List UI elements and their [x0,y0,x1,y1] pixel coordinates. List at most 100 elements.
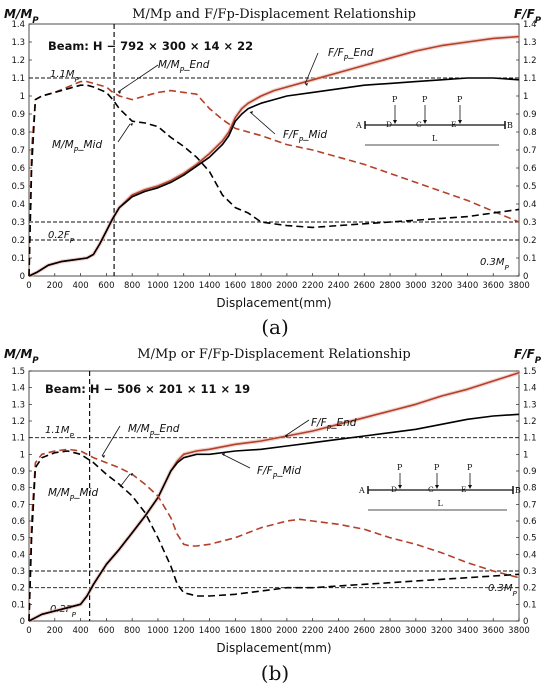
series-line-m-m-p-end [28,448,520,622]
chart-panel-0: M/Mp and F/Fp-Displacement Relationship M… [4,7,542,339]
y-tick-label-right: 0.4 [523,550,537,560]
y-tick-label-left: 1.1 [11,74,25,84]
load-label: P [397,463,403,472]
inset-point-label: B [507,121,513,130]
load-arrowhead-icon [393,120,397,124]
label-part: M/M [128,423,150,435]
series-line-m-m-p-mid [28,84,520,277]
y-tick-label-right: 1 [523,92,528,102]
reference-line-label: 1.1MP [45,425,75,440]
y-tick-label-right: 0.4 [523,200,537,210]
y-tick-label-left: 0.3 [11,567,25,577]
y-tick-label-left: 0.7 [11,500,25,510]
y-tick-label-right: 0.8 [523,484,537,494]
x-tick-label: 3200 [431,281,453,291]
y-tick-label-right: 0 [523,617,528,627]
y-tick-label-left: 0.2 [11,584,25,594]
y-tick-label-left: 0 [20,617,25,627]
label-part: _End [153,423,180,435]
y-tick-label-left: 1.3 [11,38,25,48]
y-tick-label-right: 0.6 [523,164,537,174]
x-tick-label: 1000 [147,281,169,291]
x-tick-label: 600 [98,626,114,636]
label-part: P [180,66,185,75]
x-tick-label: 3600 [482,626,504,636]
y-tick-label-right: 1.1 [523,74,537,84]
beam-section-label: Beam: H − 506 × 201 × 11 × 19 [45,382,250,396]
label-part: _End [330,417,357,429]
inset-point-label: C [416,120,422,129]
label-part: 1.1M [45,425,70,436]
y-tick-label-right: 0.9 [523,110,537,120]
y-tick-label-left: 1.2 [11,56,25,66]
y-tick-label-left: 1.4 [11,20,25,30]
x-tick-label: 400 [72,281,88,291]
inset-point-label: A [358,486,365,495]
label-part: P [70,494,75,503]
label-part: M/M [4,7,32,21]
x-tick-label: 0 [26,626,31,636]
annotation-arrow-icon [118,91,121,94]
y-tick-label-right: 0.2 [523,236,537,246]
label-part: _End [183,59,210,71]
y-tick-label-left: 0.3 [11,218,25,228]
beam-inset-diagram: A B P D P C P E L [355,95,513,146]
y-tick-label-left: 1.5 [11,367,25,377]
beam-inset-diagram: A B P D P C P E L [358,463,521,511]
series-annotation: M/MP_End [158,59,210,75]
label-part: 0.3M [488,583,513,594]
label-part: P [327,424,332,433]
label-part: 0.2F [48,230,70,241]
label-part: 0.3M [480,257,505,268]
label-part: _Mid [302,129,327,141]
label-part: P [75,75,80,84]
annotation-leader [304,52,319,85]
x-tick-label: 2000 [276,281,298,291]
label-part: P [535,16,542,26]
x-tick-label: 2200 [302,626,324,636]
label-part: M/M [52,139,74,151]
label-part: _Mid [276,465,301,477]
panel-label: (a) [261,315,289,339]
annotation-leader [284,419,310,437]
y-tick-label-right: 0.5 [523,534,537,544]
y-axis-left-label: M/MP [4,347,39,366]
y-tick-label-left: 0.1 [11,600,25,610]
y-tick-label-right: 0.3 [523,567,537,577]
chart-panel-1: M/Mp or F/Fp-Displacement Relationship M/… [4,347,542,685]
plot-area-frame [28,370,520,622]
reference-line-label: 0.2FP [48,230,75,245]
x-tick-label: 3400 [457,281,479,291]
label-part: M/M [48,487,70,499]
inset-point-label: D [386,120,392,129]
y-tick-label-left: 0.4 [11,550,25,560]
label-part: 1.1M [50,69,75,80]
label-part: P [150,430,155,439]
x-tick-label: 2000 [276,626,298,636]
load-arrowhead-icon [398,485,402,489]
x-tick-label: 1400 [199,281,221,291]
series-annotation: M/MP_End [128,423,180,439]
load-arrowhead-icon [423,120,427,124]
x-tick-label: 1800 [250,626,272,636]
y-tick-label-right: 1.3 [523,38,537,48]
label-part: M/M [158,59,180,71]
x-tick-label: 2800 [379,626,401,636]
load-arrowhead-icon [435,485,439,489]
y-tick-label-left: 0.1 [11,254,25,264]
x-tick-label: 200 [47,281,63,291]
annotation-leader [221,453,251,469]
y-tick-label-left: 0.4 [11,200,25,210]
x-tick-label: 1400 [199,626,221,636]
y-tick-label-right: 0.7 [523,146,537,156]
label-part: P [74,146,79,155]
chart-title: M/Mp and F/Fp-Displacement Relationship [132,7,416,22]
y-tick-label-right: 1 [523,450,528,460]
x-tick-label: 2200 [302,281,324,291]
y-tick-label-left: 0.5 [11,534,25,544]
x-tick-label: 2400 [328,281,350,291]
y-tick-label-right: 0.9 [523,467,537,477]
y-tick-label-left: 0.6 [11,517,25,527]
y-tick-label-left: 0.8 [11,484,25,494]
load-label: P [422,95,428,104]
